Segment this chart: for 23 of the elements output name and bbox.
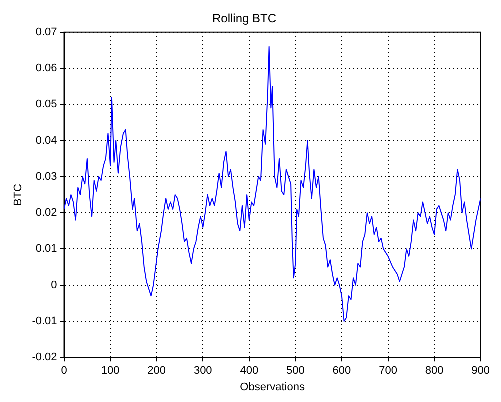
x-tick-label: 500 bbox=[286, 365, 305, 378]
y-tick-label: 0.02 bbox=[36, 207, 58, 220]
x-tick-label: 800 bbox=[425, 365, 444, 378]
x-tick-label: 900 bbox=[472, 365, 490, 378]
y-tick-label: 0.01 bbox=[36, 243, 58, 256]
x-tick-label: 0 bbox=[61, 365, 68, 378]
y-tick-label: 0.03 bbox=[36, 170, 58, 183]
x-axis-title: Observations bbox=[240, 381, 306, 394]
y-tick-label: 0.04 bbox=[36, 134, 58, 147]
chart-title: Rolling BTC bbox=[212, 12, 277, 26]
x-tick-label: 400 bbox=[240, 365, 259, 378]
y-axis-title: BTC bbox=[12, 184, 25, 206]
y-tick-label: 0.05 bbox=[36, 98, 58, 111]
x-tick-label: 200 bbox=[148, 365, 166, 378]
y-tick-label: -0.02 bbox=[32, 352, 58, 364]
y-tick-label: 0.07 bbox=[36, 26, 58, 38]
x-tick-label: 600 bbox=[332, 365, 352, 378]
x-tick-label: 300 bbox=[194, 365, 212, 378]
y-tick-label: -0.01 bbox=[32, 316, 58, 328]
x-tick-label: 700 bbox=[379, 365, 398, 378]
x-tick-label: 100 bbox=[101, 365, 120, 378]
y-tick-label: 0 bbox=[51, 279, 58, 292]
y-tick-label: 0.06 bbox=[36, 62, 58, 75]
